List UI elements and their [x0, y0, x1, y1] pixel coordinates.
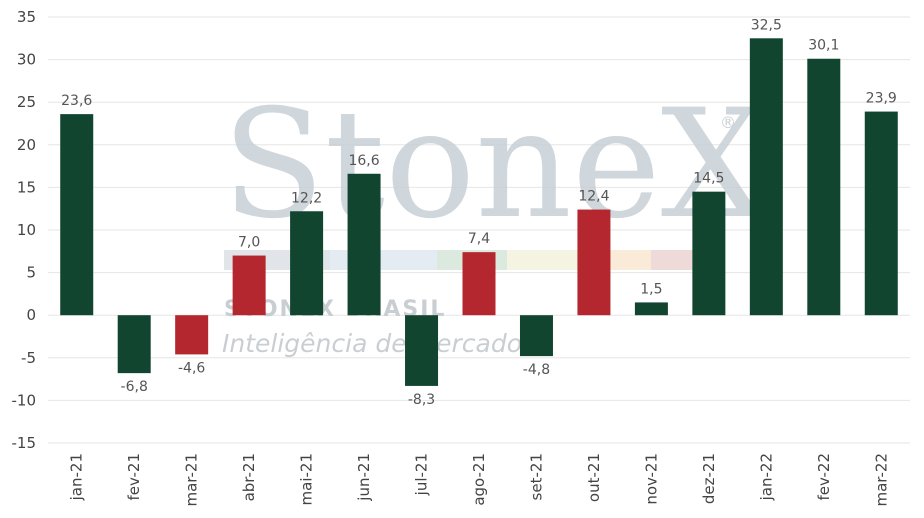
bars [60, 38, 898, 386]
y-tick-label: 25 [17, 93, 36, 111]
y-tick-label: -10 [12, 391, 37, 409]
x-tick-label: jan-21 [68, 453, 86, 501]
y-tick-label: 10 [17, 221, 36, 239]
value-label: -6,8 [121, 379, 148, 395]
value-label: 32,5 [751, 17, 782, 33]
x-tick-label: fev-22 [815, 453, 833, 500]
value-label: 12,4 [578, 189, 609, 205]
y-tick-label: 15 [17, 178, 36, 196]
bar-fev-21 [117, 315, 151, 374]
y-tick-label: -15 [12, 434, 37, 452]
x-tick-label: jun-21 [355, 453, 373, 502]
x-tick-label: mar-22 [872, 453, 890, 507]
value-label: 1,5 [640, 281, 662, 297]
bar-set-21 [519, 315, 553, 357]
y-tick-label: 35 [17, 8, 36, 26]
y-tick-label: -5 [21, 349, 36, 367]
value-label: -4,6 [178, 360, 205, 376]
bar-abr-21 [232, 255, 266, 316]
bar-mai-21 [290, 211, 324, 316]
value-label: 14,5 [693, 171, 724, 187]
y-tick-label: 5 [26, 264, 36, 282]
bar-jan-22 [749, 38, 783, 316]
bar-jan-21 [60, 114, 94, 316]
bar-jul-21 [405, 315, 439, 386]
x-tick-label: ago-21 [470, 453, 488, 506]
bar-mar-22 [864, 111, 898, 316]
y-tick-label: 30 [17, 51, 36, 69]
bar-dez-21 [692, 191, 726, 316]
value-labels: 23,6 -6,8 -4,6 7,0 12,2 16,6 -8,3 7,4 -4,8 12,4 1,… [61, 17, 897, 408]
value-label: 30,1 [808, 38, 839, 54]
value-label: 12,2 [291, 190, 322, 206]
x-tick-label: out-21 [585, 453, 603, 502]
y-tick-label: 20 [17, 136, 36, 154]
x-tick-label: jan-22 [757, 453, 775, 501]
x-tick-label: fev-21 [125, 453, 143, 500]
value-label: -8,3 [408, 392, 435, 408]
x-axis-ticks: jan-21 fev-21 mar-21 abr-21 mai-21 jun-21 jul-… [68, 453, 891, 507]
x-tick-label: mar-21 [183, 453, 201, 507]
value-label: 7,0 [238, 235, 260, 251]
bar-ago-21 [462, 252, 496, 316]
watermark-registered-mark: ® [720, 113, 736, 132]
bar-mar-21 [175, 315, 209, 355]
x-tick-label: abr-21 [240, 453, 258, 501]
value-label: 7,4 [468, 231, 490, 247]
y-axis-ticks: -15 -10 -5 0 5 10 15 20 25 30 35 [12, 8, 37, 452]
value-label: 23,6 [61, 93, 92, 109]
bar-jun-21 [347, 173, 381, 316]
value-label: 23,9 [866, 91, 897, 107]
value-label: -4,8 [523, 362, 550, 378]
y-tick-label: 0 [26, 306, 36, 324]
watermark-line2: Inteligência de Mercado [222, 329, 522, 358]
bar-nov-21 [634, 302, 668, 316]
bar-out-21 [577, 209, 611, 316]
x-tick-label: set-21 [527, 453, 545, 500]
x-tick-label: mai-21 [298, 453, 316, 505]
bar-fev-22 [807, 58, 841, 316]
x-tick-label: dez-21 [700, 453, 718, 504]
x-tick-label: jul-21 [413, 453, 431, 496]
value-label: 16,6 [348, 153, 379, 169]
x-tick-label: nov-21 [642, 453, 660, 505]
